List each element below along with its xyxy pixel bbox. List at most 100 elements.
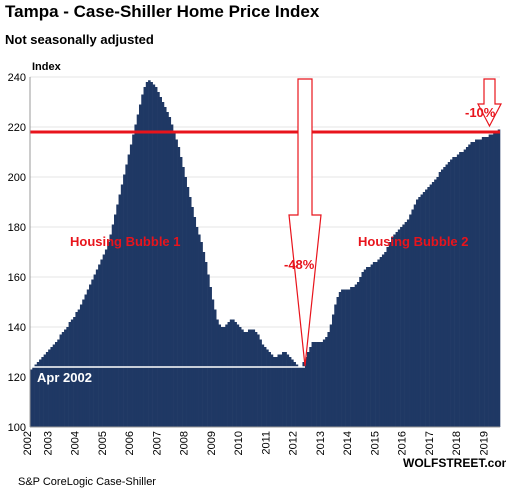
bar [143, 87, 147, 427]
bar [488, 134, 492, 427]
source: S&P CoreLogic Case-Shiller [18, 476, 156, 488]
bar [388, 242, 392, 427]
bar [366, 267, 369, 427]
bar [39, 359, 42, 427]
bar [136, 114, 140, 427]
bar [413, 204, 417, 427]
bars [30, 79, 501, 427]
bar [431, 182, 435, 427]
bar [434, 179, 437, 427]
bar [241, 329, 244, 427]
bar [393, 234, 396, 427]
bar [384, 252, 387, 427]
bar [450, 159, 453, 427]
bar [195, 227, 199, 427]
bar [177, 147, 181, 427]
x-tick-label: 2015 [369, 431, 381, 455]
bar [175, 139, 178, 427]
bar [222, 327, 226, 427]
bar [98, 264, 101, 427]
bar [50, 347, 54, 427]
bar [452, 157, 455, 427]
bar [320, 342, 324, 427]
bar [293, 362, 296, 427]
bar [377, 259, 380, 427]
x-tick-label: 2008 [179, 431, 191, 455]
bar [343, 289, 346, 427]
bar [302, 362, 306, 427]
bar [493, 132, 496, 427]
bar [275, 357, 278, 427]
bar [318, 342, 321, 427]
bar [141, 94, 144, 427]
bar [472, 142, 476, 427]
bar [279, 354, 283, 427]
y-tick-label: 180 [8, 222, 26, 234]
x-tick-label: 2016 [397, 431, 409, 455]
bar [191, 207, 194, 427]
bar [32, 367, 35, 427]
bar [288, 357, 292, 427]
bar [84, 294, 88, 427]
bar [436, 177, 439, 427]
bar [406, 219, 410, 427]
bar [352, 287, 355, 427]
bar [250, 329, 253, 427]
bar [218, 324, 222, 427]
bar [356, 282, 360, 427]
bar [463, 149, 467, 427]
bar [168, 117, 172, 427]
x-tick-label: 2004 [70, 431, 82, 455]
bar [247, 329, 251, 427]
bar [300, 367, 303, 427]
bar [334, 304, 337, 427]
bar [370, 264, 374, 427]
bar [372, 262, 376, 427]
bar [225, 324, 228, 427]
bar [415, 199, 419, 427]
bar [361, 272, 365, 427]
bar [422, 192, 426, 427]
brand: WOLFSTREET.com [403, 456, 506, 470]
bar [213, 309, 217, 427]
bar [45, 352, 49, 427]
bar [184, 177, 187, 427]
bar [118, 194, 122, 427]
bar [179, 157, 183, 427]
annotation: -48% [284, 257, 315, 272]
bar [227, 322, 231, 427]
bar [400, 227, 403, 427]
x-tick-label: 2005 [97, 431, 109, 455]
bar [411, 209, 415, 427]
bar [59, 334, 63, 427]
bar [259, 339, 262, 427]
bar [127, 154, 131, 427]
bar [379, 257, 383, 427]
bar [495, 132, 499, 427]
bar [272, 357, 276, 427]
bar [347, 289, 351, 427]
y-tick-label: 100 [8, 422, 26, 434]
bar [368, 267, 371, 427]
bar [470, 142, 474, 427]
x-tick-label: 2011 [260, 431, 272, 455]
bar [173, 132, 176, 427]
y-tick-label: 120 [8, 372, 26, 384]
bar [409, 214, 412, 427]
bar [138, 104, 142, 427]
bar [104, 249, 108, 427]
y-tick-label: 240 [8, 72, 26, 84]
bar [57, 339, 60, 427]
bar [268, 352, 271, 427]
bar [359, 277, 362, 427]
bar [291, 359, 294, 427]
y-axis-label: Index [32, 61, 62, 73]
bar [159, 97, 162, 427]
bar [236, 324, 240, 427]
bar [420, 194, 424, 427]
bar [295, 364, 299, 427]
bar [277, 354, 281, 427]
bar [95, 269, 99, 427]
chart-title: Tampa - Case-Shiller Home Price Index [5, 2, 320, 21]
